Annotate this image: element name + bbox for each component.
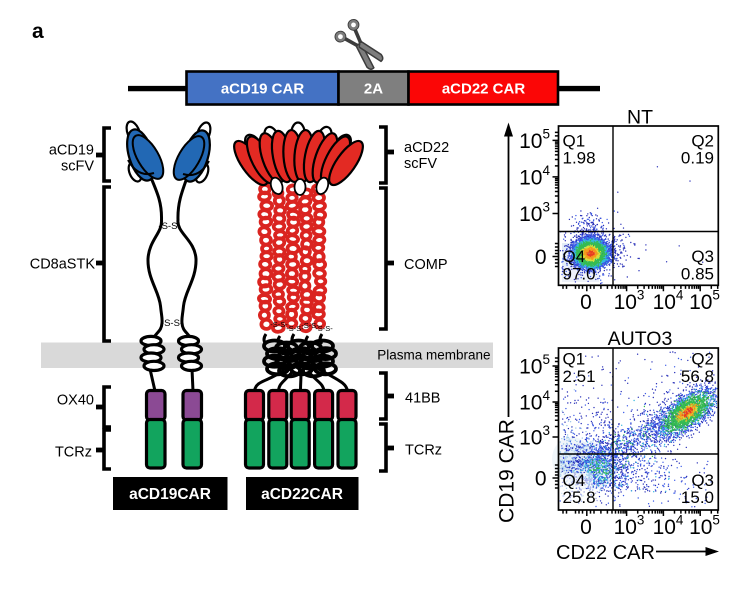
svg-text:25.8: 25.8: [563, 488, 596, 507]
svg-text:Plasma membrane: Plasma membrane: [377, 348, 490, 363]
svg-text:-S-S-: -S-S-: [301, 321, 319, 330]
svg-text:Q4: Q4: [563, 247, 586, 266]
svg-text:0: 0: [535, 468, 547, 491]
svg-text:scFV: scFV: [61, 159, 94, 175]
svg-text:Q1: Q1: [563, 350, 586, 369]
svg-text:a: a: [32, 20, 44, 43]
svg-text:-S-S-: -S-S-: [286, 324, 304, 333]
svg-text:COMP: COMP: [404, 257, 448, 273]
svg-text:aCD19 CAR: aCD19 CAR: [221, 81, 305, 98]
svg-text:97.0: 97.0: [563, 265, 596, 284]
svg-text:-S-S-: -S-S-: [315, 324, 333, 333]
svg-text:scFV: scFV: [404, 156, 437, 172]
svg-text:TCRz: TCRz: [55, 445, 92, 461]
svg-text:Q1: Q1: [563, 132, 586, 151]
svg-text:2A: 2A: [364, 81, 383, 98]
svg-text:CD22 CAR: CD22 CAR: [556, 542, 655, 564]
svg-text:AUTO3: AUTO3: [608, 328, 673, 350]
svg-text:NT: NT: [627, 107, 653, 129]
svg-text:-S-S-: -S-S-: [158, 221, 180, 232]
svg-text:aCD19: aCD19: [49, 143, 94, 159]
svg-text:CD19 CAR: CD19 CAR: [496, 419, 519, 523]
svg-text:Q4: Q4: [563, 471, 586, 490]
svg-text:CD8aSTK: CD8aSTK: [30, 257, 96, 273]
svg-text:Q2: Q2: [691, 132, 714, 151]
svg-text:OX40: OX40: [57, 393, 94, 409]
svg-text:0: 0: [535, 246, 547, 269]
svg-text:1.98: 1.98: [563, 149, 596, 168]
svg-text:15.0: 15.0: [681, 488, 714, 507]
svg-text:41BB: 41BB: [405, 391, 440, 407]
svg-text:Q3: Q3: [691, 247, 714, 266]
svg-text:0.85: 0.85: [681, 265, 714, 284]
svg-text:Q2: Q2: [691, 350, 714, 369]
svg-text:aCD22 CAR: aCD22 CAR: [442, 81, 526, 98]
svg-text:0: 0: [580, 516, 592, 539]
svg-text:Q3: Q3: [691, 471, 714, 490]
svg-text:aCD22: aCD22: [404, 140, 449, 156]
svg-text:2.51: 2.51: [563, 367, 596, 386]
svg-text:56.8: 56.8: [681, 367, 714, 386]
svg-text:0.19: 0.19: [681, 149, 714, 168]
svg-text:0: 0: [580, 291, 592, 314]
svg-text:-S-S-: -S-S-: [270, 320, 288, 329]
svg-text:105: 105: [519, 352, 550, 379]
svg-text:-S-S-: -S-S-: [161, 318, 183, 329]
svg-text:aCD19CAR: aCD19CAR: [129, 486, 211, 503]
svg-text:aCD22CAR: aCD22CAR: [261, 486, 343, 503]
svg-text:TCRz: TCRz: [405, 443, 442, 459]
